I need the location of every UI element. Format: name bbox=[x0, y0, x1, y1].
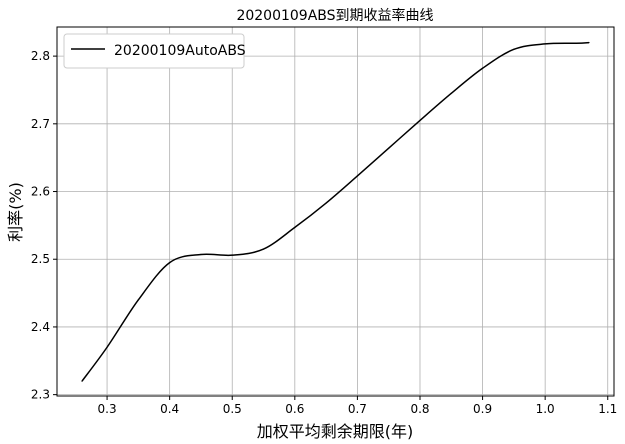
x-tick-label: 1.1 bbox=[598, 402, 617, 416]
data-point bbox=[200, 253, 202, 256]
x-tick-label: 1.0 bbox=[536, 402, 555, 416]
legend-box bbox=[63, 33, 245, 69]
data-point bbox=[481, 67, 484, 69]
y-tick-label: 2.5 bbox=[31, 252, 50, 266]
y-tick-label: 2.7 bbox=[31, 117, 50, 131]
plot-area bbox=[81, 41, 590, 382]
data-point bbox=[294, 226, 296, 229]
y-tick-label: 2.3 bbox=[31, 388, 50, 402]
series-line bbox=[81, 41, 590, 382]
data-point bbox=[137, 299, 139, 301]
x-tick-label: 0.3 bbox=[98, 402, 117, 416]
x-tick-label: 0.8 bbox=[410, 402, 429, 416]
axes-frame bbox=[56, 26, 615, 397]
y-tick-label: 2.8 bbox=[31, 49, 50, 63]
legend: 20200109AutoABS bbox=[63, 33, 246, 69]
x-tick-label: 0.9 bbox=[473, 402, 492, 416]
grid bbox=[57, 27, 614, 396]
data-point bbox=[325, 202, 327, 204]
legend-label: 20200109AutoABS bbox=[114, 43, 246, 59]
x-tick-label: 0.7 bbox=[348, 402, 367, 416]
x-tick-label: 0.6 bbox=[285, 402, 304, 416]
data-point bbox=[262, 248, 265, 250]
y-axis: 2.3 2.4 2.5 2.6 2.7 2.8 bbox=[31, 49, 57, 402]
data-point bbox=[544, 43, 546, 45]
x-tick-label: 0.5 bbox=[223, 402, 242, 416]
data-point bbox=[231, 254, 233, 256]
data-point bbox=[81, 380, 83, 382]
x-tick-label: 0.4 bbox=[160, 402, 179, 416]
data-point bbox=[356, 175, 359, 177]
y-tick-label: 2.6 bbox=[31, 185, 50, 199]
x-axis: 0.3 0.4 0.5 0.6 0.7 0.8 0.9 1.0 1.1 bbox=[98, 396, 617, 416]
data-point bbox=[169, 262, 171, 264]
data-point bbox=[450, 92, 452, 94]
chart-title: 20200109ABS到期收益率曲线 bbox=[236, 7, 433, 24]
data-point bbox=[513, 48, 515, 50]
y-tick-label: 2.4 bbox=[31, 320, 50, 334]
data-point bbox=[575, 42, 578, 44]
data-point bbox=[588, 41, 590, 44]
data-point bbox=[388, 147, 390, 149]
x-axis-label: 加权平均剩余期限(年) bbox=[257, 422, 414, 441]
data-point bbox=[419, 119, 421, 122]
data-point bbox=[106, 346, 108, 348]
y-axis-label: 利率(%) bbox=[6, 182, 25, 242]
